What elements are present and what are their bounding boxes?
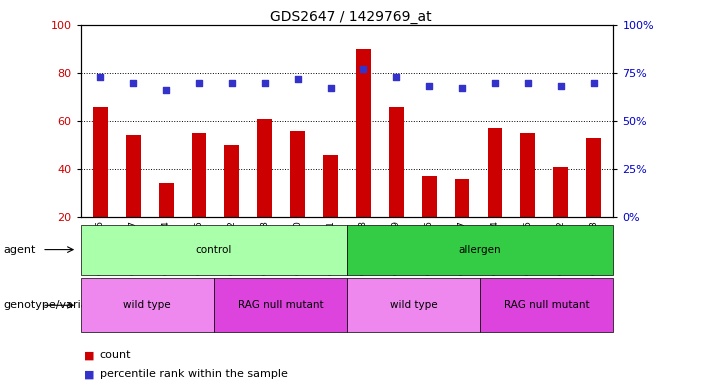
- Point: [522, 79, 533, 86]
- Text: GSM158142: GSM158142: [557, 220, 565, 275]
- Point: [95, 74, 106, 80]
- Bar: [323, 155, 338, 217]
- Bar: [93, 107, 108, 217]
- Bar: [488, 128, 503, 217]
- Bar: [389, 107, 404, 217]
- Point: [128, 79, 139, 86]
- Bar: [257, 119, 272, 217]
- Text: wild type: wild type: [123, 300, 171, 310]
- Bar: [455, 179, 470, 217]
- Text: GSM158137: GSM158137: [129, 220, 137, 275]
- Point: [555, 83, 566, 89]
- Point: [588, 79, 599, 86]
- Point: [325, 85, 336, 91]
- Text: control: control: [196, 245, 232, 255]
- Text: GSM158147: GSM158147: [458, 220, 467, 275]
- Text: RAG null mutant: RAG null mutant: [504, 300, 590, 310]
- Text: GSM158144: GSM158144: [162, 220, 170, 275]
- Text: GSM158143: GSM158143: [589, 220, 598, 275]
- Bar: [224, 145, 239, 217]
- Bar: [422, 176, 437, 217]
- Bar: [191, 133, 206, 217]
- Point: [226, 79, 238, 86]
- Point: [358, 66, 369, 72]
- Text: GSM158132: GSM158132: [227, 220, 236, 275]
- Text: percentile rank within the sample: percentile rank within the sample: [100, 369, 287, 379]
- Text: GSM158139: GSM158139: [392, 220, 401, 275]
- Point: [292, 76, 304, 82]
- Bar: [356, 49, 371, 217]
- Bar: [158, 184, 174, 217]
- Text: GSM158138: GSM158138: [359, 220, 368, 275]
- Point: [423, 83, 435, 89]
- Text: ■: ■: [84, 350, 95, 360]
- Point: [193, 79, 205, 86]
- Point: [456, 85, 468, 91]
- Text: GDS2647 / 1429769_at: GDS2647 / 1429769_at: [270, 10, 431, 23]
- Text: wild type: wild type: [390, 300, 437, 310]
- Bar: [553, 167, 568, 217]
- Text: RAG null mutant: RAG null mutant: [238, 300, 323, 310]
- Text: GSM158133: GSM158133: [260, 220, 269, 275]
- Text: agent: agent: [4, 245, 36, 255]
- Text: GSM158145: GSM158145: [194, 220, 203, 275]
- Bar: [586, 138, 601, 217]
- Text: GSM158140: GSM158140: [293, 220, 302, 275]
- Bar: [126, 136, 141, 217]
- Text: count: count: [100, 350, 131, 360]
- Point: [259, 79, 271, 86]
- Point: [161, 87, 172, 93]
- Text: genotype/variation: genotype/variation: [4, 300, 109, 310]
- Point: [390, 74, 402, 80]
- Text: GSM158146: GSM158146: [425, 220, 434, 275]
- Point: [489, 79, 501, 86]
- Text: GSM158136: GSM158136: [96, 220, 105, 275]
- Bar: [520, 133, 536, 217]
- Text: GSM158141: GSM158141: [326, 220, 335, 275]
- Text: allergen: allergen: [459, 245, 501, 255]
- Text: GSM158134: GSM158134: [491, 220, 500, 275]
- Text: GSM158135: GSM158135: [524, 220, 532, 275]
- Text: ■: ■: [84, 369, 95, 379]
- Bar: [290, 131, 305, 217]
